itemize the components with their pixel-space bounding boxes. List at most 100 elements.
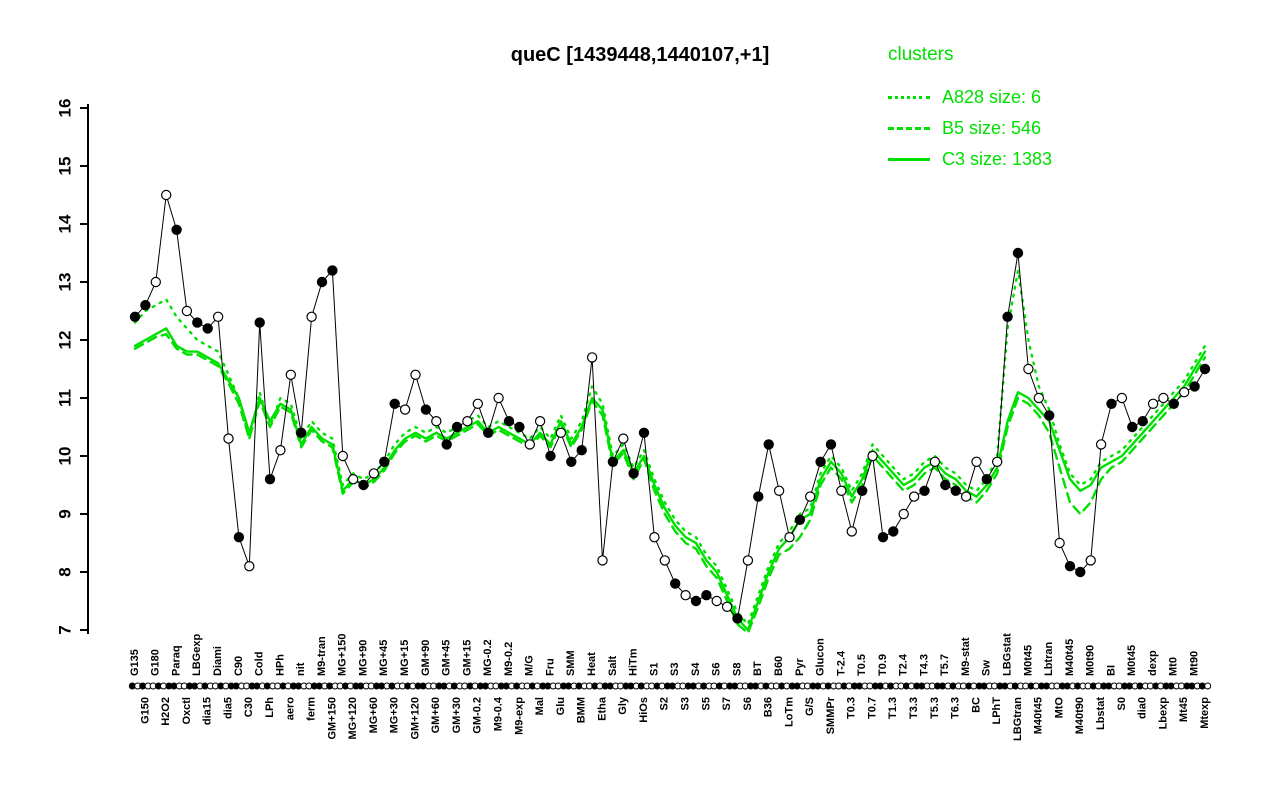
- svg-text:M40t45: M40t45: [1064, 639, 1076, 676]
- svg-text:Glucon: Glucon: [815, 638, 827, 676]
- svg-text:HiTm: HiTm: [628, 648, 640, 676]
- svg-text:GM+15: GM+15: [461, 640, 473, 676]
- svg-text:S8: S8: [731, 663, 743, 676]
- svg-text:dia0: dia0: [1137, 697, 1149, 719]
- svg-text:T1.3: T1.3: [887, 697, 899, 719]
- svg-text:G180: G180: [150, 649, 162, 676]
- svg-text:Lbtran: Lbtran: [1043, 642, 1055, 677]
- svg-text:T5.3: T5.3: [929, 697, 941, 719]
- svg-text:Gly: Gly: [617, 696, 629, 715]
- svg-text:G135: G135: [129, 649, 141, 676]
- svg-text:Pyr: Pyr: [794, 658, 806, 676]
- svg-text:LBGstat: LBGstat: [1002, 633, 1014, 676]
- svg-text:S1: S1: [648, 663, 660, 676]
- svg-text:C90: C90: [233, 656, 245, 676]
- svg-text:T0.9: T0.9: [877, 654, 889, 676]
- svg-text:B60: B60: [773, 656, 785, 676]
- svg-text:Glu: Glu: [555, 697, 567, 715]
- svg-text:15: 15: [55, 157, 74, 176]
- svg-text:T0.3: T0.3: [846, 697, 858, 719]
- svg-text:S6: S6: [711, 663, 723, 676]
- svg-text:Heat: Heat: [586, 652, 598, 676]
- svg-text:MG-0.2: MG-0.2: [482, 639, 494, 676]
- svg-text:ferm: ferm: [306, 697, 318, 721]
- svg-text:C30: C30: [243, 697, 255, 717]
- svg-text:11: 11: [55, 389, 74, 407]
- svg-text:LPhT: LPhT: [991, 697, 1003, 725]
- svg-text:MG+45: MG+45: [378, 640, 390, 676]
- svg-text:16: 16: [55, 99, 74, 118]
- svg-text:T0.7: T0.7: [867, 697, 879, 719]
- svg-text:LPh: LPh: [264, 697, 276, 718]
- dotted-line-sample: [888, 96, 930, 99]
- svg-text:T2.4: T2.4: [898, 653, 910, 676]
- svg-text:S6: S6: [742, 697, 754, 710]
- svg-text:T3.3: T3.3: [908, 697, 920, 719]
- svg-text:MG+30: MG+30: [389, 697, 401, 733]
- svg-text:HiOs: HiOs: [638, 697, 650, 723]
- svg-text:13: 13: [55, 273, 74, 292]
- svg-text:GM+150: GM+150: [326, 697, 338, 740]
- svg-text:Fru: Fru: [544, 658, 556, 676]
- svg-text:M40t45: M40t45: [1033, 697, 1045, 734]
- svg-text:S0: S0: [1116, 697, 1128, 710]
- svg-text:M0t45: M0t45: [1126, 645, 1138, 676]
- svg-text:GM+120: GM+120: [409, 697, 421, 740]
- svg-text:Lbstat: Lbstat: [1095, 697, 1107, 730]
- svg-text:T6.3: T6.3: [950, 697, 962, 719]
- svg-text:MG+150: MG+150: [337, 634, 349, 677]
- svg-text:9: 9: [55, 509, 74, 518]
- svg-text:S4: S4: [690, 662, 702, 676]
- legend-title: clusters: [888, 44, 954, 65]
- svg-text:T0.5: T0.5: [856, 654, 868, 676]
- clusters-legend: clusters A828 size: 6 B5 size: 546 C3 si…: [888, 44, 1052, 175]
- svg-text:Mt90: Mt90: [1189, 651, 1201, 676]
- svg-text:BT: BT: [752, 661, 764, 676]
- svg-text:7: 7: [55, 625, 74, 634]
- svg-text:Diami: Diami: [212, 646, 224, 676]
- svg-text:12: 12: [55, 331, 74, 350]
- svg-text:S7: S7: [721, 697, 733, 710]
- svg-text:10: 10: [55, 447, 74, 466]
- svg-text:HPh: HPh: [274, 654, 286, 676]
- svg-text:MG+90: MG+90: [357, 640, 369, 676]
- svg-text:BI: BI: [1105, 665, 1117, 676]
- svg-text:T-2.4: T-2.4: [835, 650, 847, 676]
- svg-text:dia5: dia5: [222, 697, 234, 719]
- svg-text:LoTm: LoTm: [783, 697, 795, 727]
- svg-text:LBGtran: LBGtran: [1012, 697, 1024, 741]
- svg-text:BMM: BMM: [576, 697, 588, 723]
- legend-entry-b5: B5 size: 546: [888, 113, 1052, 144]
- svg-text:S5: S5: [700, 697, 712, 710]
- svg-text:M/G: M/G: [524, 655, 536, 676]
- svg-text:dia15: dia15: [202, 697, 214, 725]
- svg-text:S2: S2: [659, 697, 671, 710]
- legend-entry-c3: C3 size: 1383: [888, 144, 1052, 175]
- svg-text:SMM: SMM: [565, 650, 577, 676]
- legend-label-c3: C3 size: 1383: [942, 149, 1053, 169]
- svg-text:Salt: Salt: [607, 655, 619, 676]
- svg-text:8: 8: [55, 567, 74, 576]
- svg-text:M9-tran: M9-tran: [316, 636, 328, 676]
- svg-text:GM+30: GM+30: [451, 697, 463, 733]
- svg-text:B36: B36: [763, 697, 775, 717]
- svg-text:Mal: Mal: [534, 697, 546, 715]
- svg-text:aero: aero: [285, 697, 297, 721]
- svg-text:14: 14: [55, 214, 74, 233]
- svg-text:H2O2: H2O2: [160, 697, 172, 726]
- legend-label-b5: B5 size: 546: [942, 118, 1042, 138]
- svg-text:MG+60: MG+60: [368, 697, 380, 733]
- svg-text:Mtexp: Mtexp: [1199, 697, 1211, 729]
- svg-text:G/S: G/S: [804, 697, 816, 716]
- svg-text:MtO: MtO: [1054, 697, 1066, 719]
- svg-text:GM+45: GM+45: [441, 640, 453, 676]
- svg-text:Mt0: Mt0: [1168, 657, 1180, 676]
- svg-text:M9-0.4: M9-0.4: [493, 696, 505, 731]
- svg-text:M9-0.2: M9-0.2: [503, 642, 515, 676]
- svg-text:T5.7: T5.7: [939, 654, 951, 676]
- svg-text:M0t45: M0t45: [1022, 645, 1034, 676]
- svg-text:T4.3: T4.3: [918, 654, 930, 676]
- svg-text:G150: G150: [139, 697, 151, 724]
